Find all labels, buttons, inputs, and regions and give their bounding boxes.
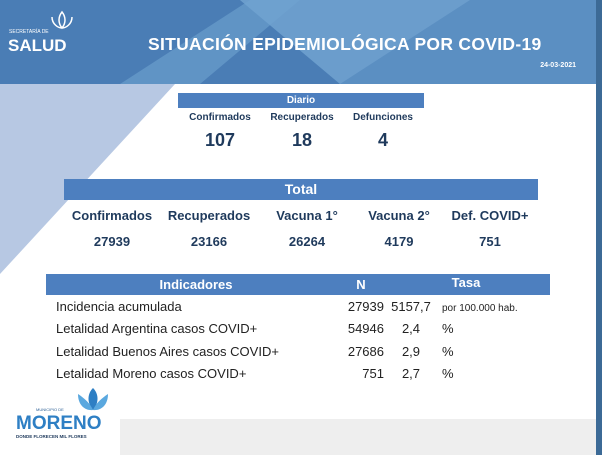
indicator-name: Letalidad Moreno casos COVID+	[56, 365, 247, 381]
total-label: Vacuna 1°	[276, 208, 338, 223]
flower-icon	[78, 388, 108, 411]
diario-value: 18	[291, 130, 313, 150]
indicator-n: 751	[362, 365, 384, 381]
diario-label: Defunciones	[352, 112, 413, 123]
total-header: Total	[64, 179, 538, 200]
indicadores-header: Indicadores N Tasa	[46, 274, 550, 295]
total-label: Recuperados	[167, 208, 251, 223]
diario-label: Recuperados	[270, 112, 334, 123]
indicator-unit: %	[442, 321, 454, 337]
indicator-name: Incidencia acumulada	[56, 299, 182, 314]
indicator-n: 27686	[347, 343, 384, 359]
indicator-n: 27939	[347, 299, 384, 314]
total-value: 26264	[288, 234, 326, 249]
indicator-n: 54946	[347, 321, 384, 337]
diario-header: Diario	[178, 93, 424, 108]
indicator-tasa: 5157,7	[391, 299, 431, 314]
header-decoration	[0, 0, 470, 84]
indicator-tasa: 2,7	[401, 365, 421, 381]
total-value: 4179	[384, 234, 414, 249]
lotus-icon	[51, 10, 73, 30]
salud-logo: SALUD	[8, 36, 67, 55]
indicator-unit: %	[442, 365, 454, 381]
total-value: 27939	[93, 234, 131, 249]
indicator-tasa: 2,4	[401, 321, 421, 337]
indicator-row: Letalidad Moreno casos COVID+ 751 2,7 %	[0, 366, 596, 384]
total-label: Confirmados	[71, 208, 153, 223]
moreno-logo: MUNICIPIO DE MORENO DONDE FLORECEN MIL F…	[14, 386, 114, 446]
indicator-row: Letalidad Argentina casos COVID+ 54946 2…	[0, 321, 596, 339]
diario-value: 4	[377, 130, 388, 150]
indicator-unit: %	[442, 343, 454, 359]
indicator-row: Incidencia acumulada 27939 5157,7 por 10…	[0, 299, 596, 317]
total-label: Vacuna 2°	[368, 208, 430, 223]
col-n: N	[356, 277, 366, 292]
col-tasa: Tasa	[451, 275, 481, 290]
report-date: 24-03-2021	[540, 62, 576, 69]
indicator-tasa: 2,9	[401, 343, 421, 359]
col-indicadores: Indicadores	[159, 277, 233, 292]
indicator-unit: por 100.000 hab.	[442, 303, 518, 314]
total-label: Def. COVID+	[451, 208, 529, 223]
total-value: 751	[479, 234, 501, 249]
right-edge	[596, 0, 602, 455]
header-banner: SECRETARÍA DE SALUD SITUACIÓN EPIDEMIOLÓ…	[0, 0, 596, 84]
indicator-row: Letalidad Buenos Aires casos COVID+ 2768…	[0, 344, 596, 362]
indicator-name: Letalidad Argentina casos COVID+	[56, 321, 258, 337]
page-title: SITUACIÓN EPIDEMIOLÓGICA POR COVID-19	[148, 34, 542, 54]
indicator-name: Letalidad Buenos Aires casos COVID+	[56, 343, 279, 359]
diario-label: Confirmados	[189, 112, 251, 123]
total-value: 23166	[190, 234, 228, 249]
diario-value: 107	[204, 130, 236, 150]
logo-subtitle: SECRETARÍA DE	[9, 29, 49, 35]
